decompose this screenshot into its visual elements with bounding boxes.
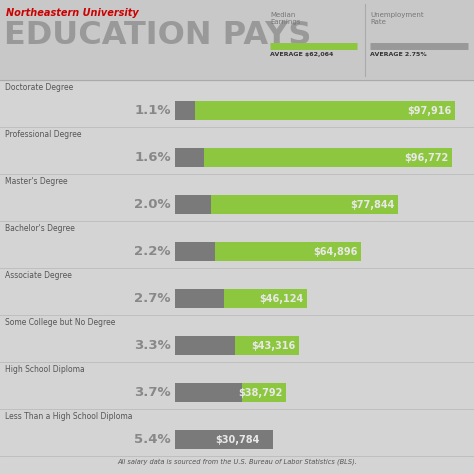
Bar bbox=[175, 336, 235, 355]
Text: $43,316: $43,316 bbox=[252, 340, 296, 351]
Bar bbox=[195, 101, 455, 120]
Text: Bachelor's Degree: Bachelor's Degree bbox=[5, 224, 75, 233]
Bar bbox=[175, 289, 224, 308]
Bar bbox=[175, 242, 215, 261]
Text: $77,844: $77,844 bbox=[350, 200, 394, 210]
Bar bbox=[242, 383, 286, 402]
Text: $97,916: $97,916 bbox=[408, 106, 452, 116]
Bar bbox=[175, 101, 195, 120]
Text: 2.2%: 2.2% bbox=[135, 245, 171, 258]
Text: Some College but No Degree: Some College but No Degree bbox=[5, 318, 115, 327]
Text: 2.0%: 2.0% bbox=[134, 198, 171, 211]
Text: $46,124: $46,124 bbox=[260, 293, 304, 303]
Bar bbox=[175, 195, 211, 214]
Text: Median
Earnings: Median Earnings bbox=[270, 12, 301, 25]
Text: Northeastern University: Northeastern University bbox=[6, 8, 139, 18]
Bar bbox=[175, 383, 242, 402]
Text: 1.1%: 1.1% bbox=[135, 104, 171, 117]
Text: All salary data is sourced from the U.S. Bureau of Labor Statistics (BLS).: All salary data is sourced from the U.S.… bbox=[117, 458, 357, 465]
Text: AVERAGE 2.75%: AVERAGE 2.75% bbox=[370, 52, 427, 57]
Text: $96,772: $96,772 bbox=[404, 153, 449, 163]
Text: EDUCATION PAYS: EDUCATION PAYS bbox=[4, 20, 311, 51]
Text: Unemployment
Rate: Unemployment Rate bbox=[370, 12, 424, 25]
Text: 1.6%: 1.6% bbox=[134, 151, 171, 164]
Text: AVERAGE $62,064: AVERAGE $62,064 bbox=[270, 52, 333, 57]
Text: $38,792: $38,792 bbox=[238, 388, 283, 398]
Text: 2.7%: 2.7% bbox=[135, 292, 171, 305]
Text: 3.3%: 3.3% bbox=[134, 339, 171, 352]
Bar bbox=[175, 148, 204, 167]
Bar bbox=[235, 336, 299, 355]
Text: 3.7%: 3.7% bbox=[134, 386, 171, 399]
Bar bbox=[0, 0, 474, 80]
Text: $64,896: $64,896 bbox=[313, 246, 357, 256]
Bar bbox=[224, 289, 307, 308]
Text: Doctorate Degree: Doctorate Degree bbox=[5, 83, 73, 92]
Bar bbox=[211, 195, 398, 214]
Bar bbox=[204, 148, 452, 167]
Text: High School Diploma: High School Diploma bbox=[5, 365, 85, 374]
Text: $30,784: $30,784 bbox=[216, 435, 260, 445]
Text: Master's Degree: Master's Degree bbox=[5, 177, 68, 186]
Text: Professional Degree: Professional Degree bbox=[5, 130, 82, 139]
Bar bbox=[215, 242, 361, 261]
Text: 5.4%: 5.4% bbox=[134, 433, 171, 446]
Bar bbox=[175, 430, 273, 449]
Text: Less Than a High School Diploma: Less Than a High School Diploma bbox=[5, 412, 133, 421]
Text: Associate Degree: Associate Degree bbox=[5, 271, 72, 280]
